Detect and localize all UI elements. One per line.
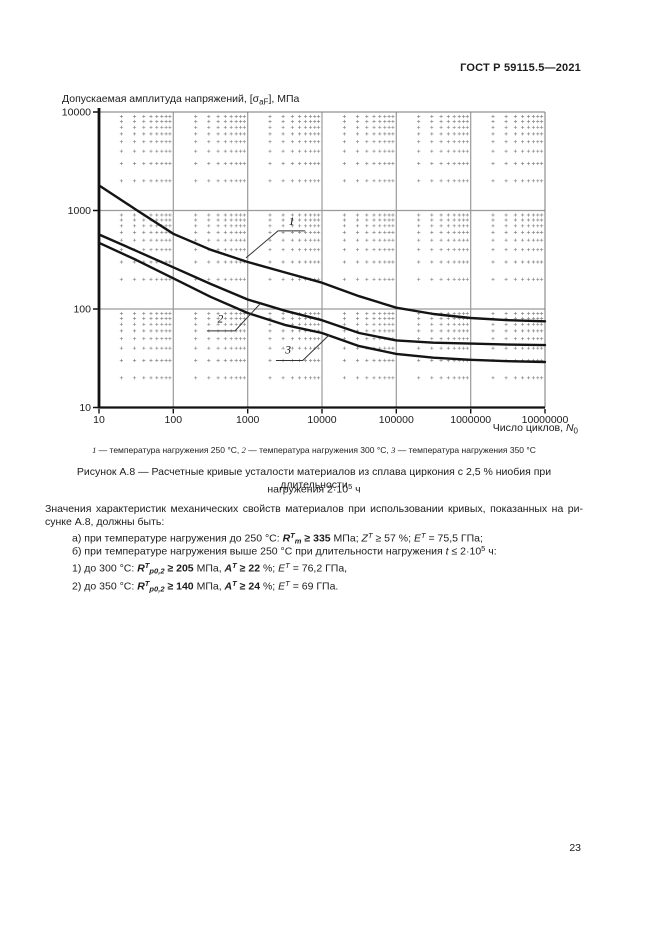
axis-ticks	[93, 111, 546, 414]
y-tick-label: 10000	[62, 107, 91, 119]
list-item-1: 1) до 300 °С: RTp0,2 ≥ 205 МПа, AT ≥ 22 …	[72, 561, 348, 576]
x-tick-label: 1000	[236, 414, 260, 426]
fatigue-curve-1	[97, 184, 547, 323]
major-gridlines	[99, 112, 545, 408]
fatigue-curve-3	[97, 241, 547, 364]
page-number: 23	[569, 842, 581, 854]
x-axis-title: Число циклов, N0	[493, 422, 579, 436]
list-item-b: б) при температуре нагружения выше 250 °…	[72, 544, 497, 558]
x-tick-label: 100	[165, 414, 183, 426]
chart-canvas: 10 100 1000 10000 100000 1000000 10000000 10 100…	[62, 93, 579, 436]
chart-legend: 1 — температура нагружения 250 °С, 2 — т…	[92, 445, 536, 455]
figure-caption-line2: нагружения 2·105 ч	[267, 482, 361, 496]
curve-label-3: 3	[284, 344, 291, 356]
x-tick-label: 10000	[307, 414, 336, 426]
y-tick-label: 100	[73, 304, 91, 316]
doc-header: ГОСТ Р 59115.5—2021	[460, 62, 581, 74]
plot-border	[99, 111, 546, 408]
y-axis-title: Допускаемая амплитуда напряжений, [σaF],…	[62, 93, 299, 107]
y-tick-label: 10	[79, 402, 91, 414]
list-item-a: а) при температуре нагружения до 250 °С:…	[72, 531, 483, 546]
minor-grid-crosses	[119, 114, 544, 380]
curve-leader-2	[206, 303, 261, 332]
figure-caption-line1: Рисунок А.8 — Расчетные кривые усталости…	[76, 466, 552, 491]
curve-leader-3	[275, 334, 330, 361]
fatigue-curve-2	[97, 233, 547, 347]
body-paragraph-line2: сунке А.8, должны быть:	[45, 516, 165, 528]
x-tick-label: 10000000	[522, 414, 569, 426]
fatigue-curves-chart: 10 100 1000 10000 100000 1000000 10000000 10 100…	[0, 0, 661, 445]
list-item-2: 2) до 350 °С: RTp0,2 ≥ 140 МПа, AT ≥ 24 …	[72, 579, 339, 594]
body-paragraph-line1: Значения характеристик механических свой…	[45, 503, 583, 515]
x-tick-label: 100000	[379, 414, 414, 426]
curve-label-1: 1	[289, 216, 295, 228]
curve-leader-1	[245, 230, 305, 259]
y-tick-label: 1000	[68, 205, 92, 217]
x-tick-label: 1000000	[450, 414, 491, 426]
curve-label-2: 2	[218, 314, 224, 326]
x-tick-label: 10	[93, 414, 105, 426]
